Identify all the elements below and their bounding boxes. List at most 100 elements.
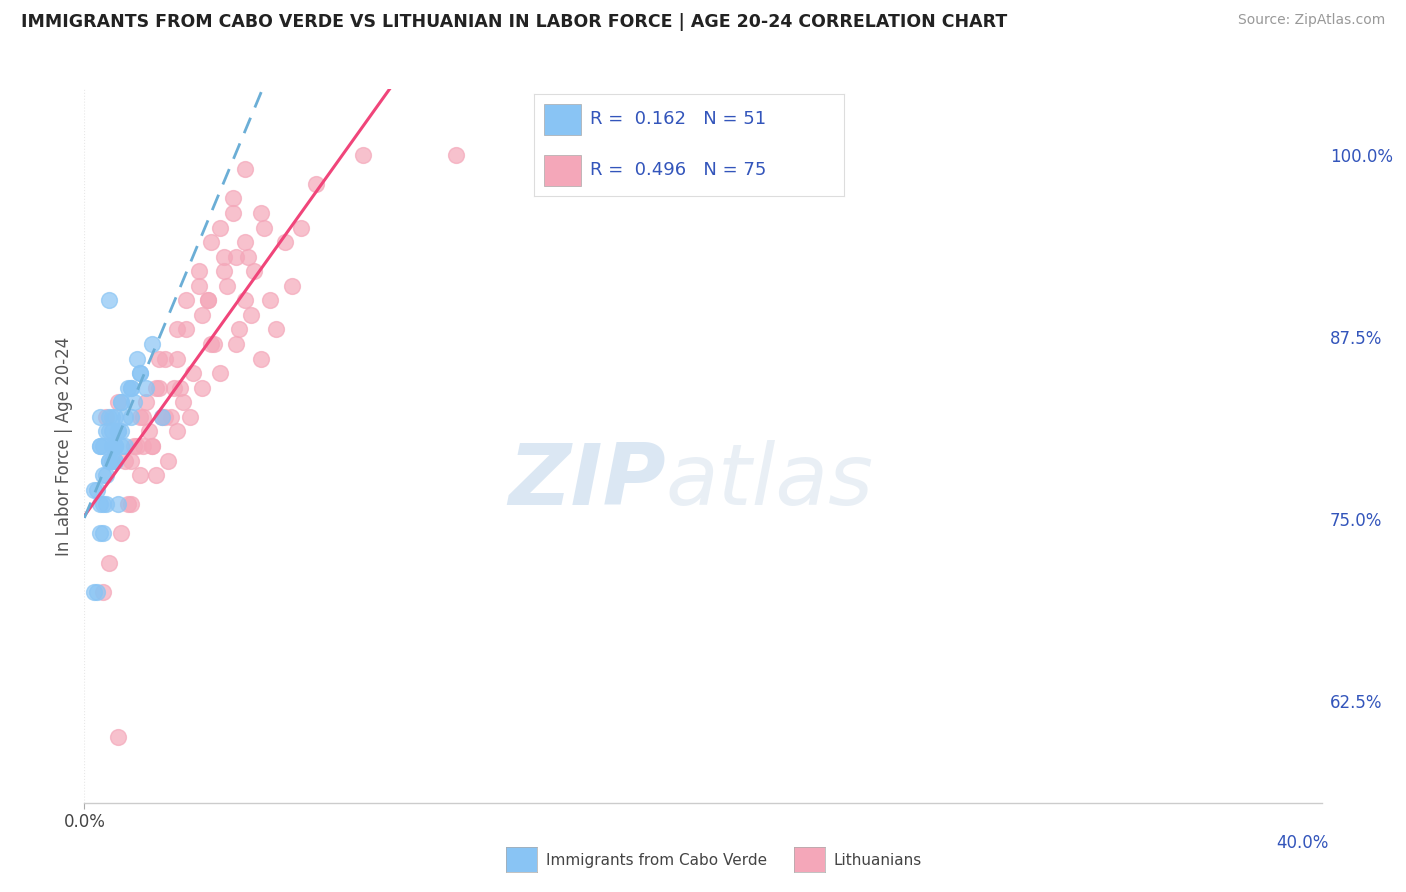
Point (89, 409, 111, 424)
Point (98, 556, 121, 570)
Point (94, 425, 117, 439)
Point (172, 395, 194, 409)
Point (200, 337, 222, 351)
Point (145, 381, 167, 395)
Point (91, 584, 114, 599)
Point (160, 409, 183, 424)
Point (129, 409, 152, 424)
Point (83, 483, 105, 497)
Point (107, 731, 129, 745)
Point (94, 468, 117, 483)
Point (101, 453, 124, 467)
Point (212, 250, 235, 264)
Point (114, 439, 136, 453)
Point (89, 439, 111, 453)
Point (104, 439, 127, 453)
Point (166, 425, 188, 439)
Point (101, 439, 124, 453)
Point (145, 468, 167, 483)
Point (101, 425, 124, 439)
Point (89, 526, 111, 541)
Point (141, 337, 163, 351)
Point (83, 584, 105, 599)
Point (181, 366, 204, 380)
Point (209, 366, 232, 380)
Point (233, 235, 256, 249)
Point (120, 453, 142, 467)
Point (141, 439, 163, 453)
Point (202, 337, 225, 351)
Point (120, 497, 142, 511)
Bar (544, 155, 581, 186)
Point (86, 483, 108, 497)
Point (98, 409, 121, 424)
Point (135, 395, 157, 409)
Point (150, 409, 173, 424)
Point (153, 409, 176, 424)
Text: Immigrants from Cabo Verde: Immigrants from Cabo Verde (546, 854, 766, 868)
Point (104, 453, 127, 467)
Point (129, 468, 152, 483)
Point (132, 439, 155, 453)
Point (169, 381, 191, 395)
Point (107, 395, 129, 409)
Point (225, 250, 247, 264)
Point (191, 308, 214, 322)
Point (156, 453, 179, 467)
Point (101, 409, 124, 424)
Point (107, 425, 129, 439)
Point (120, 381, 142, 395)
Point (215, 278, 238, 293)
Text: Lithuanians: Lithuanians (834, 854, 922, 868)
Point (290, 220, 312, 235)
Point (233, 162, 256, 177)
Point (166, 351, 188, 366)
Point (141, 439, 163, 453)
Point (98, 425, 121, 439)
Text: R =  0.496   N = 75: R = 0.496 N = 75 (591, 161, 766, 179)
Point (110, 395, 132, 409)
Point (129, 366, 152, 380)
Point (222, 191, 245, 205)
Point (191, 381, 214, 395)
Point (110, 395, 132, 409)
Text: Source: ZipAtlas.com: Source: ZipAtlas.com (1237, 13, 1385, 28)
Point (233, 293, 256, 308)
Point (148, 351, 170, 366)
Point (122, 395, 145, 409)
Point (253, 220, 276, 235)
Point (150, 409, 173, 424)
Point (197, 293, 219, 308)
Point (280, 278, 302, 293)
Point (104, 439, 127, 453)
Point (91, 497, 114, 511)
Point (94, 497, 117, 511)
Point (274, 235, 297, 249)
Point (200, 235, 222, 249)
Point (110, 425, 132, 439)
Point (138, 425, 160, 439)
Point (110, 526, 132, 541)
Point (98, 453, 121, 467)
Point (153, 351, 176, 366)
Point (129, 366, 152, 380)
Point (212, 264, 235, 278)
Point (187, 278, 209, 293)
Text: R =  0.162   N = 51: R = 0.162 N = 51 (591, 110, 766, 128)
Point (249, 206, 271, 220)
Point (135, 381, 157, 395)
Point (240, 308, 263, 322)
Point (228, 322, 250, 336)
Y-axis label: In Labor Force | Age 20-24: In Labor Force | Age 20-24 (55, 336, 73, 556)
Point (98, 453, 121, 467)
Point (209, 220, 232, 235)
Point (176, 293, 198, 308)
Point (249, 351, 271, 366)
Text: 40.0%: 40.0% (1277, 834, 1329, 852)
Bar (544, 104, 581, 135)
Point (104, 439, 127, 453)
Point (197, 293, 219, 308)
Text: atlas: atlas (666, 440, 875, 524)
Point (98, 293, 121, 308)
Point (104, 409, 127, 424)
